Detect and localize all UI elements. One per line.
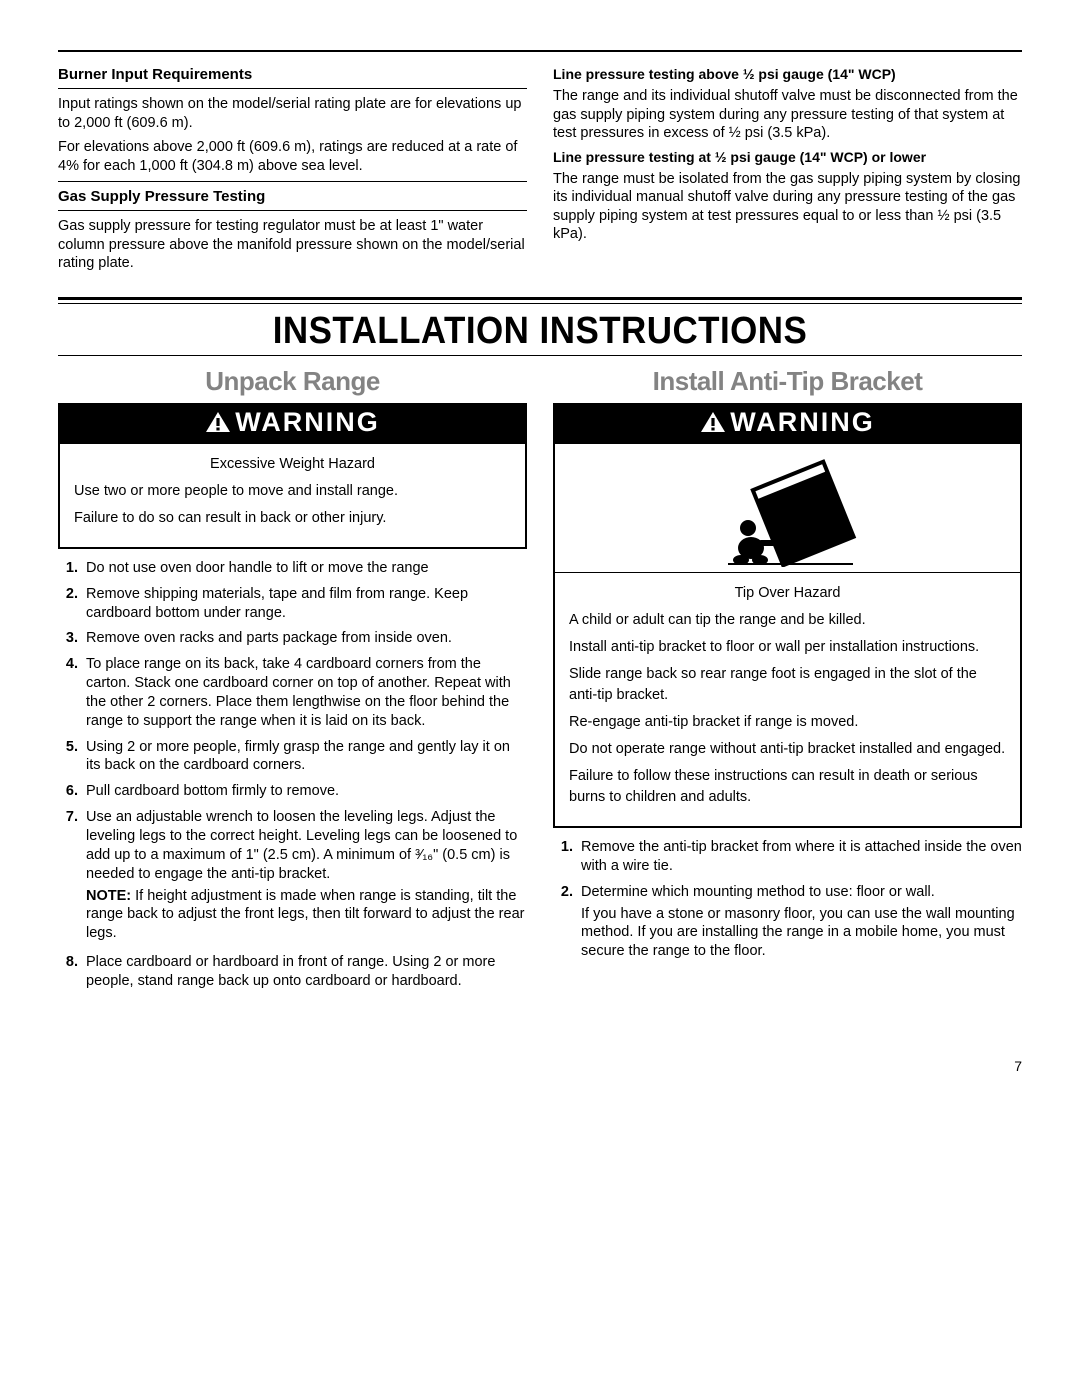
unpack-steps-list-cont: Place cardboard or hardboard in front of… — [58, 953, 527, 991]
warning-box-left: Excessive Weight Hazard Use two or more … — [58, 444, 527, 549]
warning-line: Failure to follow these instructions can… — [569, 766, 1006, 808]
step-item: Using 2 or more people, firmly grasp the… — [82, 738, 527, 776]
page-number: 7 — [58, 1058, 1022, 1074]
title-rule — [58, 355, 1022, 356]
step-item: Do not use oven door handle to lift or m… — [82, 559, 527, 578]
line-pressure-below-heading: Line pressure testing at ½ psi gauge (14… — [553, 149, 1022, 165]
hazard-title: Tip Over Hazard — [569, 583, 1006, 604]
top-left-column: Burner Input Requirements Input ratings … — [58, 60, 527, 279]
thin-rule — [58, 210, 527, 211]
burner-heading: Burner Input Requirements — [58, 66, 527, 83]
step-item: To place range on its back, take 4 cardb… — [82, 655, 527, 730]
unpack-steps-list: Do not use oven door handle to lift or m… — [58, 559, 527, 884]
top-two-column: Burner Input Requirements Input ratings … — [58, 60, 1022, 279]
gas-heading: Gas Supply Pressure Testing — [58, 188, 527, 205]
warning-label: WARNING — [730, 407, 875, 438]
warning-label: WARNING — [235, 407, 380, 438]
tip-over-range-icon — [688, 452, 888, 567]
body-para: The range and its individual shutoff val… — [553, 87, 1022, 143]
top-right-column: Line pressure testing above ½ psi gauge … — [553, 60, 1022, 279]
warning-triangle-icon — [700, 411, 726, 433]
anti-tip-column: Install Anti-Tip Bracket WARNING — [553, 360, 1022, 998]
warning-box-right: Tip Over Hazard A child or adult can tip… — [553, 573, 1022, 828]
step-item: Place cardboard or hardboard in front of… — [82, 953, 527, 991]
note-text: If height adjustment is made when range … — [86, 888, 524, 942]
warning-line: Re-engage anti-tip bracket if range is m… — [569, 712, 1006, 733]
body-para: For elevations above 2,000 ft (609.6 m),… — [58, 138, 527, 175]
line-pressure-above-heading: Line pressure testing above ½ psi gauge … — [553, 66, 1022, 82]
body-para: Input ratings shown on the model/serial … — [58, 95, 527, 132]
warning-line: Install anti-tip bracket to floor or wal… — [569, 637, 1006, 658]
main-title: INSTALLATION INSTRUCTIONS — [97, 310, 984, 353]
warning-triangle-icon — [205, 411, 231, 433]
step-item: Determine which mounting method to use: … — [577, 883, 1022, 902]
step-item: Remove oven racks and parts package from… — [82, 629, 527, 648]
heavy-divider-rule — [58, 297, 1022, 304]
unpack-range-column: Unpack Range WARNING Excessive Weight Ha… — [58, 360, 527, 998]
unpack-range-heading: Unpack Range — [58, 366, 527, 397]
top-page-rule — [58, 50, 1022, 52]
warning-line: Use two or more people to move and insta… — [74, 481, 511, 502]
body-para: Gas supply pressure for testing regulato… — [58, 217, 527, 273]
body-para: The range must be isolated from the gas … — [553, 170, 1022, 244]
note-para: NOTE: If height adjustment is made when … — [86, 887, 527, 944]
warning-line: Do not operate range without anti-tip br… — [569, 739, 1006, 760]
warning-line: Failure to do so can result in back or o… — [74, 508, 511, 529]
anti-tip-steps-list: Remove the anti-tip bracket from where i… — [553, 838, 1022, 902]
warning-line: A child or adult can tip the range and b… — [569, 610, 1006, 631]
step-item: Use an adjustable wrench to loosen the l… — [82, 808, 527, 883]
warning-bar-left: WARNING — [58, 403, 527, 444]
hazard-title: Excessive Weight Hazard — [74, 454, 511, 475]
step-item: Pull cardboard bottom firmly to remove. — [82, 782, 527, 801]
thin-rule — [58, 181, 527, 182]
tip-over-illustration-box — [553, 444, 1022, 573]
warning-bar-right: WARNING — [553, 403, 1022, 444]
thin-rule — [58, 88, 527, 89]
page-container: Burner Input Requirements Input ratings … — [0, 0, 1080, 1104]
step-item: Remove the anti-tip bracket from where i… — [577, 838, 1022, 876]
main-two-column: Unpack Range WARNING Excessive Weight Ha… — [58, 360, 1022, 998]
note-label: NOTE: — [86, 888, 131, 904]
anti-tip-heading: Install Anti-Tip Bracket — [553, 366, 1022, 397]
warning-line: Slide range back so rear range foot is e… — [569, 664, 1006, 706]
step-item: Remove shipping materials, tape and film… — [82, 585, 527, 623]
sub-step-para: If you have a stone or masonry floor, yo… — [581, 905, 1022, 962]
